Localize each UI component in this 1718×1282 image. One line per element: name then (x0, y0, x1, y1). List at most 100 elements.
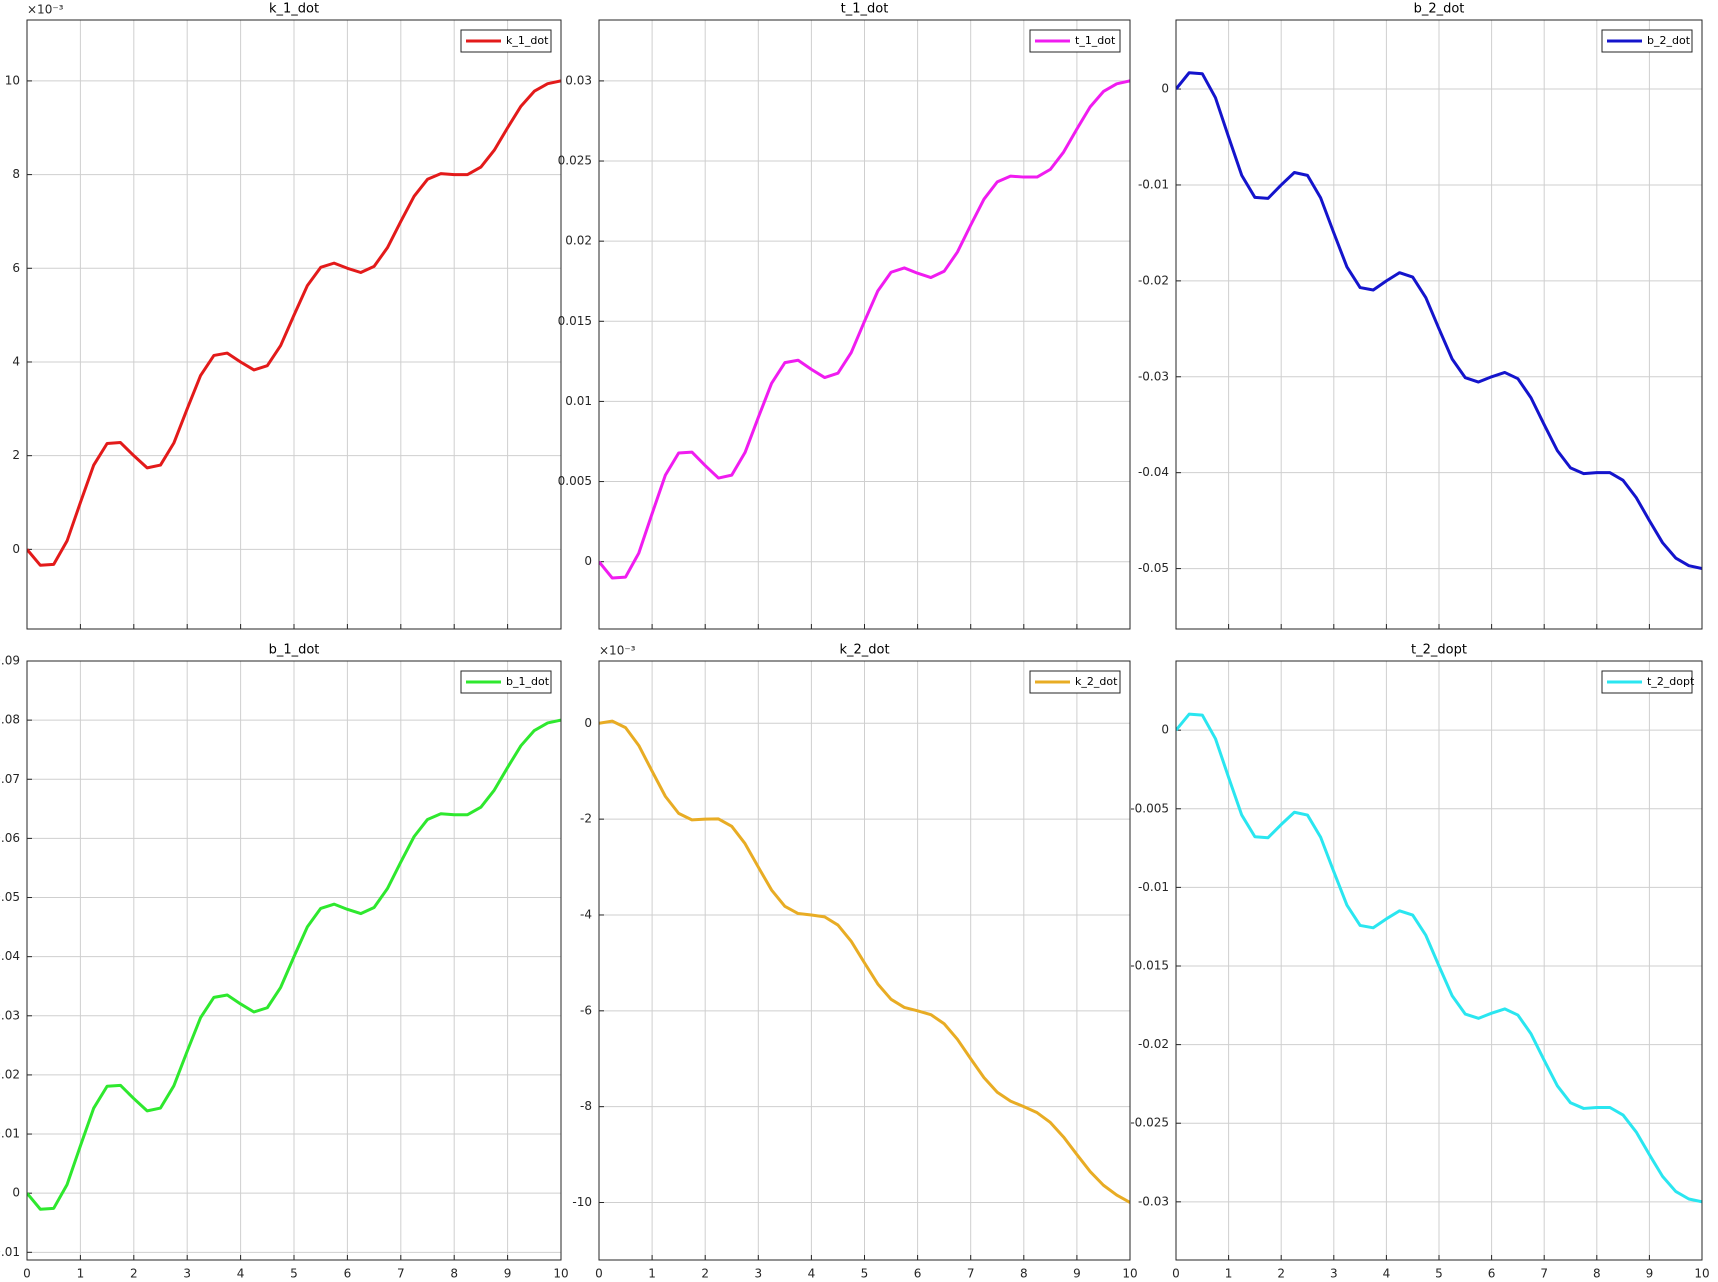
subplot: 012345678910-0.0100.010.020.030.040.050.… (0, 643, 569, 1281)
y-tick-label: -2 (580, 812, 592, 826)
x-tick-label: 8 (1593, 1267, 1601, 1281)
chart-title: t_1_dot (841, 2, 889, 17)
data-line (1176, 71, 1702, 571)
y-tick-label: -6 (580, 1003, 592, 1017)
y-tick-label: 0.02 (0, 1067, 20, 1081)
legend-label: t_1_dot (1075, 34, 1116, 47)
legend-label: b_2_dot (1647, 34, 1691, 47)
legend-label: k_2_dot (1075, 675, 1118, 688)
x-tick-label: 4 (808, 1267, 816, 1281)
y-tick-label: -0.03 (1138, 369, 1169, 383)
y-tick-label: 0.005 (558, 474, 592, 488)
legend-box (460, 670, 552, 694)
x-tick-label: 10 (553, 1267, 568, 1281)
x-tick-label: 6 (1488, 1267, 1496, 1281)
y-tick-label: -0.04 (1138, 465, 1169, 479)
chart-title: k_1_dot (269, 2, 319, 17)
y-tick-label: 0.07 (0, 772, 20, 786)
legend-box (1029, 670, 1121, 694)
y-tick-label: -0.03 (1138, 1194, 1169, 1208)
y-exponent: ×10⁻³ (27, 3, 64, 17)
y-tick-label: 0.025 (558, 154, 592, 168)
y-tick-label: -0.005 (1130, 801, 1169, 815)
y-tick-label: 0.08 (0, 713, 20, 727)
y-tick-label: 0 (12, 1186, 20, 1200)
x-tick-label: 8 (1020, 1267, 1028, 1281)
x-tick-label: 3 (183, 1267, 191, 1281)
y-tick-label: 0.01 (565, 394, 592, 408)
y-tick-label: 0 (1161, 82, 1169, 96)
x-tick-label: 5 (861, 1267, 869, 1281)
chart-title: b_1_dot (269, 643, 320, 658)
y-tick-label: -10 (572, 1195, 592, 1209)
legend-box (1601, 29, 1693, 53)
x-tick-label: 7 (397, 1267, 405, 1281)
data-line (27, 718, 561, 1211)
legend-box (460, 29, 552, 53)
data-line (599, 79, 1130, 580)
x-tick-label: 7 (967, 1267, 975, 1281)
x-tick-label: 3 (754, 1267, 762, 1281)
axes-box (598, 660, 1131, 1261)
x-tick-label: 2 (130, 1267, 138, 1281)
y-tick-label: 0 (1161, 723, 1169, 737)
y-tick-label: 0.03 (565, 73, 592, 87)
x-tick-label: 7 (1540, 1267, 1548, 1281)
x-tick-label: 2 (1277, 1267, 1285, 1281)
chart-title: b_2_dot (1414, 2, 1465, 17)
y-tick-label: 0.06 (0, 831, 20, 845)
y-tick-label: 0.01 (0, 1127, 20, 1141)
axes-box (1175, 19, 1703, 630)
y-tick-label: -0.05 (1138, 561, 1169, 575)
x-tick-label: 0 (23, 1267, 31, 1281)
x-tick-label: 10 (1122, 1267, 1137, 1281)
y-tick-label: 8 (12, 167, 20, 181)
legend-label: b_1_dot (506, 675, 550, 688)
y-tick-label: 0 (584, 554, 592, 568)
x-tick-label: 2 (701, 1267, 709, 1281)
x-tick-label: 1 (1225, 1267, 1233, 1281)
data-line (1176, 712, 1702, 1204)
y-tick-label: -0.01 (1138, 177, 1169, 191)
chart-title: k_2_dot (839, 643, 889, 658)
y-tick-label: -0.01 (0, 1245, 20, 1259)
y-tick-label: 0.03 (0, 1008, 20, 1022)
y-tick-label: 0.015 (558, 314, 592, 328)
y-tick-label: 0 (12, 542, 20, 556)
subplot: 0 0.005 0.01 0.015 0.02 0.025 0.03 t_1_dot t_1_d… (558, 2, 1131, 630)
x-tick-label: 4 (237, 1267, 245, 1281)
y-tick-label: 4 (12, 354, 20, 368)
legend-box (1601, 670, 1693, 694)
axes-box (26, 19, 562, 630)
x-tick-label: 0 (595, 1267, 603, 1281)
y-tick-label: 10 (5, 73, 20, 87)
y-tick-label: -0.015 (1130, 959, 1169, 973)
x-tick-label: 1 (77, 1267, 85, 1281)
y-tick-label: 2 (12, 448, 20, 462)
x-tick-label: 0 (1172, 1267, 1180, 1281)
subplot: -0.05 -0.04 -0.03 -0.02 -0.01 0 b_2_dot b_2_dot (1138, 2, 1703, 630)
axes-box (1175, 660, 1703, 1261)
x-tick-label: 8 (450, 1267, 458, 1281)
subplot: 0 1 2 3 4 5 6 7 8 9 10 -10 -8 -6 -4 -2 0 k_2_dot ×10⁻³ k_2_… (572, 643, 1137, 1281)
subplot: 0 2 4 6 8 10 k_1_dot ×10⁻³ k_1_dot (5, 2, 562, 630)
y-tick-label: 0 (584, 716, 592, 730)
x-tick-label: 5 (1435, 1267, 1443, 1281)
y-tick-label: 0.04 (0, 949, 20, 963)
y-tick-label: 6 (12, 261, 20, 275)
data-line (599, 719, 1130, 1204)
y-tick-label: -0.01 (1138, 880, 1169, 894)
y-tick-label: -0.025 (1130, 1116, 1169, 1130)
axes-box (598, 19, 1131, 630)
y-exponent: ×10⁻³ (599, 644, 636, 658)
x-tick-label: 5 (290, 1267, 298, 1281)
y-tick-label: 0.02 (565, 234, 592, 248)
y-tick-label: 0.09 (0, 654, 20, 668)
legend-label: t_2_dopt (1647, 675, 1695, 688)
y-tick-label: -0.02 (1138, 273, 1169, 287)
y-tick-label: 0.05 (0, 890, 20, 904)
subplot: 0 1 2 3 4 5 6 7 8 9 10 -0.03 -0.025 -0.02 -0.015 -0.01 -… (1130, 643, 1709, 1281)
x-tick-label: 6 (344, 1267, 352, 1281)
x-tick-label: 9 (1646, 1267, 1654, 1281)
